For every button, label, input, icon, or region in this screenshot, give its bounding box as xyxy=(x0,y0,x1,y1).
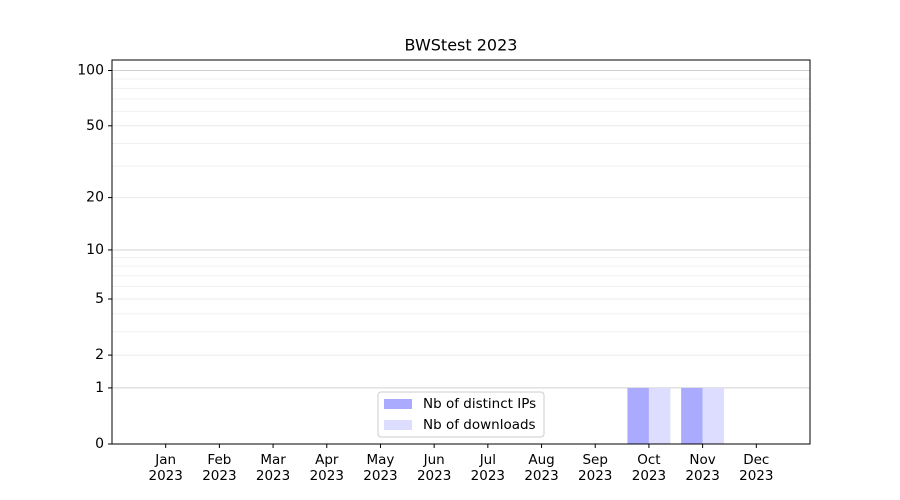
x-tick-label: Jan 2023 xyxy=(148,452,183,484)
x-tick-label: Aug 2023 xyxy=(524,452,559,484)
bar xyxy=(681,387,703,444)
y-tick-label: 0 xyxy=(95,436,104,452)
legend: Nb of distinct IPs Nb of downloads xyxy=(377,391,545,438)
bar xyxy=(648,387,671,444)
chart-title: BWStest 2023 xyxy=(405,36,518,55)
x-tick-label: Feb 2023 xyxy=(202,452,237,484)
y-tick-label: 10 xyxy=(86,242,104,258)
x-tick-label: Apr 2023 xyxy=(309,452,344,484)
x-tick-label: Nov 2023 xyxy=(685,452,720,484)
legend-frame xyxy=(377,391,545,438)
x-tick-label: Mar 2023 xyxy=(255,452,291,484)
y-tick-label: 2 xyxy=(95,347,104,363)
x-tick-label: Oct 2023 xyxy=(631,452,667,484)
y-tick-label: 1 xyxy=(95,380,104,396)
legend-swatch xyxy=(384,399,412,409)
legend-label: Nb of distinct IPs xyxy=(423,396,536,412)
y-tick-label: 5 xyxy=(95,291,104,307)
y-tick-label: 100 xyxy=(77,63,104,79)
legend-swatch xyxy=(384,420,412,430)
x-tick-label: May 2023 xyxy=(363,452,398,484)
y-tick-label: 50 xyxy=(86,118,104,134)
x-tick-label: Jun 2023 xyxy=(416,452,452,484)
bar xyxy=(627,387,649,444)
plot-frame xyxy=(111,59,811,445)
x-tick-label: Jul 2023 xyxy=(470,452,506,484)
x-tick-label: Sep 2023 xyxy=(578,452,613,484)
bar xyxy=(702,387,725,444)
x-tick-label: Dec 2023 xyxy=(739,452,774,484)
legend-label: Nb of downloads xyxy=(423,417,536,433)
y-tick-label: 20 xyxy=(86,190,104,206)
